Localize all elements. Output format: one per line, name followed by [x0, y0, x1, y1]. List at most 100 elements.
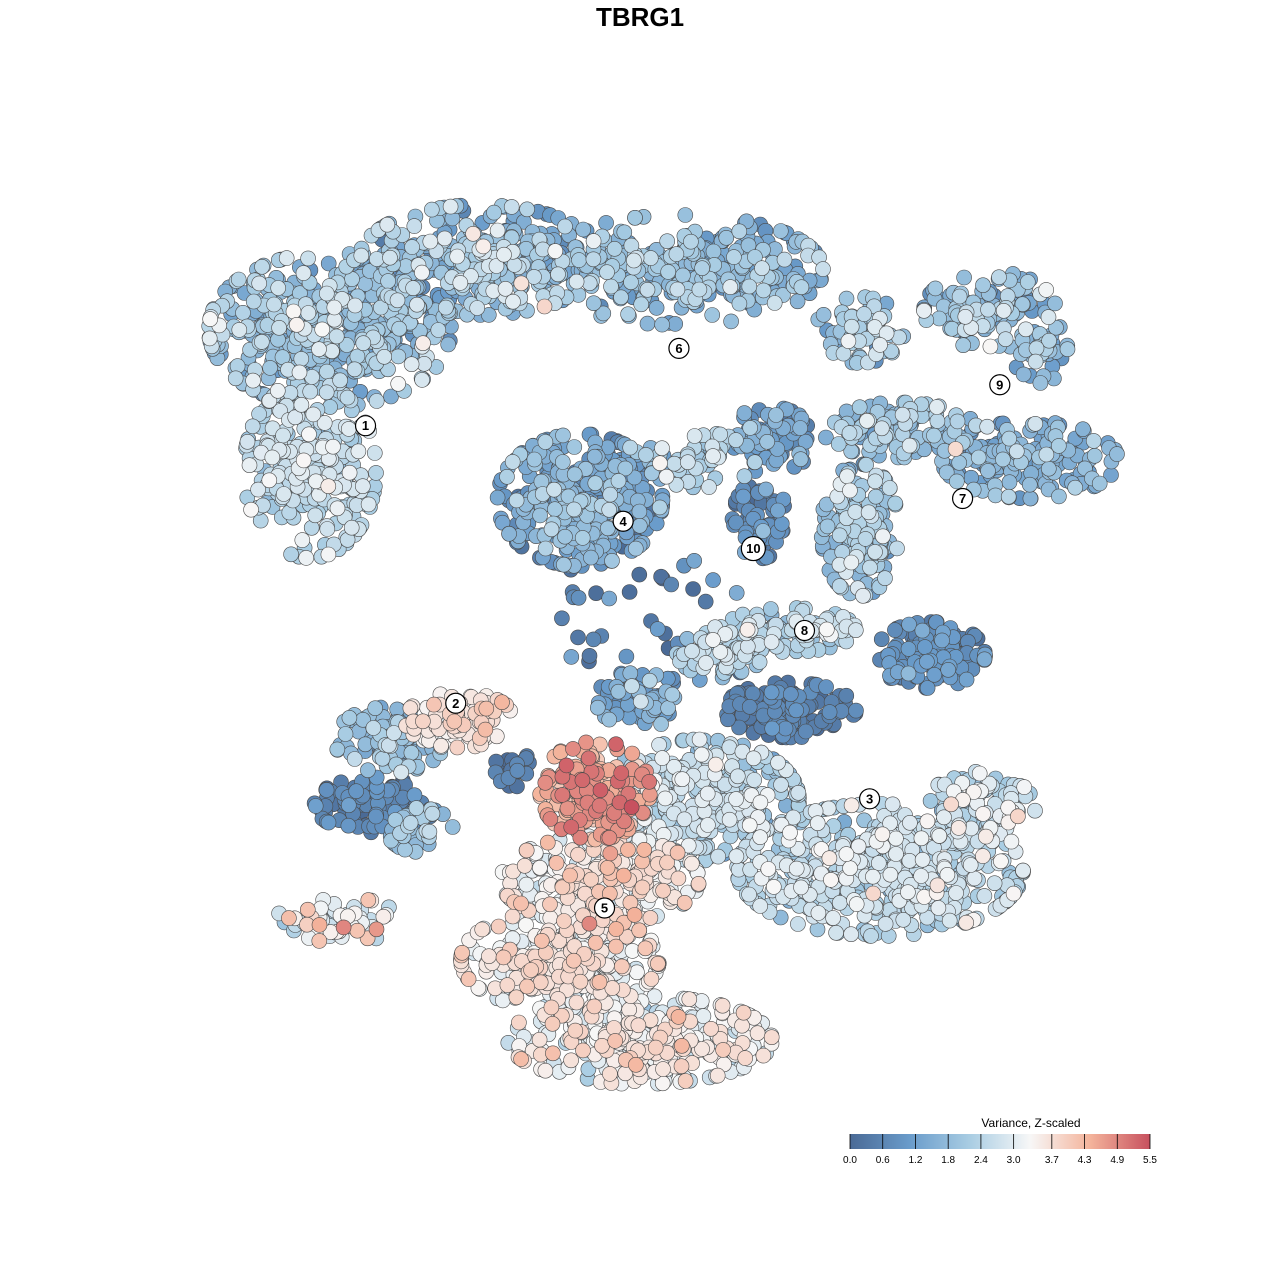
scatter-point — [993, 853, 1009, 870]
scatter-point — [815, 306, 832, 323]
scatter-point — [773, 776, 789, 793]
scatter-point — [818, 621, 835, 638]
scatter-point — [581, 275, 598, 292]
scatter-point — [1000, 488, 1017, 505]
scatter-point — [347, 297, 363, 314]
scatter-point — [949, 413, 966, 430]
scatter-point — [307, 507, 324, 524]
scatter-point — [408, 800, 425, 816]
scatter-point — [901, 437, 918, 454]
scatter-point — [1040, 309, 1057, 325]
scatter-point — [790, 916, 806, 932]
scatter-point — [1027, 802, 1043, 819]
scatter-point — [294, 532, 311, 548]
scatter-point — [728, 585, 745, 601]
scatter-point — [995, 451, 1011, 468]
scatter-point — [1001, 474, 1018, 491]
scatter-point — [913, 830, 930, 847]
scatter-point — [797, 723, 814, 740]
scatter-point — [873, 420, 890, 437]
scatter-point — [677, 207, 694, 223]
scatter-point — [793, 279, 810, 296]
scatter-point — [782, 686, 799, 703]
scatter-point — [430, 322, 447, 338]
scatter-point — [343, 519, 360, 536]
scatter-point — [659, 233, 676, 249]
scatter-point — [941, 912, 958, 929]
scatter-point — [777, 720, 794, 737]
scatter-point — [269, 382, 286, 399]
scatter-point — [867, 473, 883, 490]
scatter-point — [962, 857, 979, 873]
scatter-point — [723, 313, 739, 330]
scatter-point — [360, 496, 377, 513]
scatter-point — [865, 868, 881, 885]
scatter-point — [831, 578, 848, 594]
scatter-point — [348, 783, 365, 800]
scatter-point — [746, 772, 763, 788]
scatter-point — [914, 851, 931, 868]
scatter-point — [1091, 475, 1108, 492]
scatter-point — [884, 796, 901, 813]
scatter-point — [958, 671, 975, 688]
scatter-point — [633, 296, 650, 313]
scatter-point — [341, 464, 358, 481]
scatter-point — [554, 454, 571, 470]
scatter-point — [649, 621, 666, 637]
scatter-point — [360, 762, 376, 779]
scatter-point — [819, 518, 836, 535]
scatter-point — [979, 418, 996, 435]
scatter-point — [599, 264, 615, 281]
scatter-point — [914, 622, 931, 639]
scatter-point — [660, 700, 676, 716]
scatter-point — [721, 811, 738, 828]
scatter-point — [873, 631, 890, 648]
scatter-point — [739, 638, 756, 655]
scatter-point — [368, 251, 385, 267]
scatter-point — [354, 478, 371, 495]
scatter-point — [867, 488, 884, 505]
scatter-point — [976, 888, 993, 904]
scatter-point — [648, 300, 665, 316]
scatter-point — [300, 305, 317, 321]
scatter-point — [948, 885, 964, 901]
scatter-point — [651, 737, 667, 753]
scatter-point — [497, 280, 514, 297]
scatter-point — [755, 523, 771, 539]
scatter-point — [980, 463, 996, 479]
scatter-point — [570, 629, 586, 646]
scatter-point — [1003, 833, 1020, 850]
scatter-point — [469, 300, 486, 316]
scatter-point — [436, 230, 453, 247]
scatter-point — [669, 281, 686, 298]
scatter-point — [632, 693, 649, 710]
scatter-point — [563, 649, 580, 665]
scatter-point — [759, 433, 776, 450]
scatter-point — [606, 241, 623, 257]
scatter-point — [318, 782, 335, 798]
scatter-point — [971, 765, 988, 782]
scatter-point — [235, 304, 251, 321]
scatter-point — [752, 794, 769, 811]
scatter-point — [627, 210, 643, 226]
scatter-point — [424, 805, 441, 822]
scatter-point — [355, 335, 372, 352]
scatter-point — [742, 420, 759, 436]
scatter-point — [293, 351, 310, 367]
scatter-point — [631, 503, 648, 520]
scatter-point — [452, 275, 469, 291]
scatter-point — [239, 433, 256, 450]
scatter-point — [823, 872, 839, 888]
scatter-point — [710, 848, 727, 865]
scatter-point — [602, 486, 619, 503]
scatter-point — [367, 700, 384, 717]
scatter-point — [728, 848, 745, 865]
scatter-point — [700, 817, 716, 833]
scatter-point — [995, 302, 1012, 319]
scatter-point — [318, 384, 335, 401]
scatter-point — [675, 267, 691, 284]
scatter-point — [243, 501, 259, 518]
scatter-point — [790, 784, 807, 801]
scatter-point — [322, 399, 338, 415]
scatter-point — [900, 641, 917, 657]
